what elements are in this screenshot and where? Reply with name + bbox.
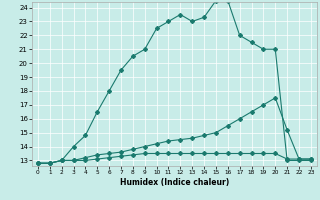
X-axis label: Humidex (Indice chaleur): Humidex (Indice chaleur) [120, 178, 229, 187]
